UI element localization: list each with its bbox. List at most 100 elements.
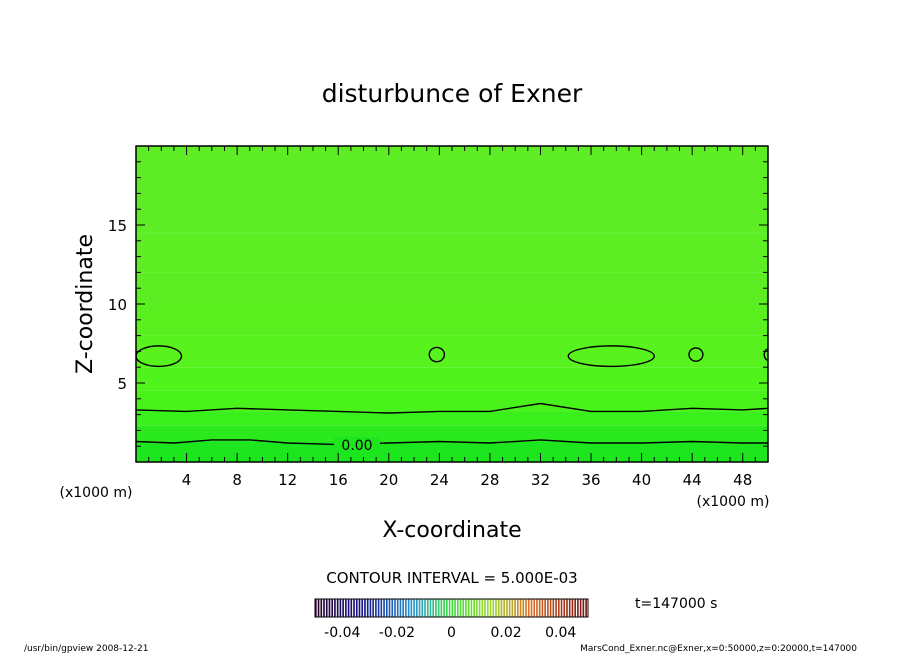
colorbar-cell [334, 599, 336, 617]
colorbar-cell [536, 599, 538, 617]
x-tick-label: 4 [182, 471, 192, 489]
colorbar-cell [511, 599, 514, 617]
colorbar-cell [385, 599, 388, 617]
colorbar-cell [336, 599, 339, 617]
colorbar-cell [353, 599, 355, 617]
colorbar-cell [432, 599, 435, 617]
colorbar-cell [443, 599, 445, 617]
colorbar-cell [380, 599, 383, 617]
y-tick-label: 10 [108, 296, 127, 314]
heatmap-band [136, 425, 768, 442]
colorbar-cell [323, 599, 325, 617]
colorbar-cell [517, 599, 519, 617]
colorbar-cell [325, 599, 328, 617]
heatmap-band [136, 304, 768, 336]
colorbar-cell [533, 599, 536, 617]
colorbar-cell [500, 599, 503, 617]
colorbar-cell [582, 599, 585, 617]
colorbar-cell [514, 599, 516, 617]
colorbar-cell [446, 599, 448, 617]
colorbar-cell [331, 599, 334, 617]
colorbar-cell [541, 599, 544, 617]
contour-line [136, 402, 768, 414]
colorbar-cell [571, 599, 574, 617]
colorbar-cell [560, 599, 563, 617]
contour-loop [428, 346, 446, 363]
colorbar-cell [426, 599, 429, 617]
colorbar-cell [407, 599, 410, 617]
contour-lines [136, 345, 768, 453]
colorbar-cell [440, 599, 443, 617]
heatmap-bands [136, 146, 768, 462]
contour-line [136, 439, 768, 446]
y-tick-label: 15 [108, 217, 127, 235]
colorbar-cell [525, 599, 527, 617]
colorbar-cell [350, 599, 353, 617]
colorbar-tick-label: 0.04 [545, 625, 576, 641]
colorbar-cell [552, 599, 555, 617]
colorbar-cell [530, 599, 533, 617]
heatmap-band [136, 232, 768, 273]
x-tick-label: 40 [632, 471, 651, 489]
x-tick-label: 12 [278, 471, 297, 489]
colorbar-cell [557, 599, 560, 617]
colorbar-cell [579, 599, 582, 617]
time-label: t=147000 s [635, 596, 717, 612]
footer-right: MarsCond_Exner.nc@Exner,x=0:50000,z=0:20… [580, 644, 857, 654]
contour-value-label: 0.00 [341, 438, 372, 454]
colorbar-cell [555, 599, 557, 617]
colorbar-cell [435, 599, 437, 617]
heatmap-band [136, 411, 768, 426]
contour-label-gap [334, 437, 380, 453]
colorbar-cell [424, 599, 426, 617]
x-axis-label: X-coordinate [382, 518, 521, 543]
colorbar-cell [355, 599, 358, 617]
colorbar-cell [339, 599, 342, 617]
colorbar-cell [481, 599, 484, 617]
colorbar-cell [470, 599, 473, 617]
colorbar-cell [568, 599, 571, 617]
colorbar-cell [347, 599, 350, 617]
y-tick-label: 5 [117, 375, 127, 393]
colorbar-tick-label: 0.02 [491, 625, 522, 641]
colorbar-cell [418, 599, 421, 617]
colorbar-cell [342, 599, 344, 617]
colorbar-cell [372, 599, 374, 617]
colorbar-cell [377, 599, 380, 617]
colorbar-cell [462, 599, 465, 617]
x-tick-label: 24 [430, 471, 449, 489]
colorbar-cell [361, 599, 364, 617]
x-tick-label: 36 [581, 471, 600, 489]
chart-title: disturbunce of Exner [322, 79, 583, 108]
contour-loop [567, 345, 655, 368]
x-unit-left: (x1000 m) [60, 485, 133, 501]
colorbar-cell [454, 599, 456, 617]
colorbar-cell [383, 599, 385, 617]
axis-ticks [136, 146, 768, 462]
x-tick-label: 28 [480, 471, 499, 489]
colorbar-cell [396, 599, 399, 617]
colorbar-cell [489, 599, 492, 617]
heatmap-band [136, 335, 768, 368]
colorbar-cell [402, 599, 404, 617]
colorbar-cell [538, 599, 541, 617]
contour-loop [688, 347, 704, 362]
colorbar-cell [467, 599, 470, 617]
colorbar-cell [486, 599, 489, 617]
x-tick-label: 44 [683, 471, 702, 489]
colorbar-cell [574, 599, 576, 617]
colorbar-cell [399, 599, 402, 617]
colorbar-cell [585, 599, 587, 617]
colorbar-cell [369, 599, 372, 617]
contour-loop [136, 345, 183, 368]
colorbar-cell [495, 599, 497, 617]
contour-interval: CONTOUR INTERVAL = 5.000E-03 [326, 569, 577, 587]
colorbar-cell [544, 599, 546, 617]
x-unit-right: (x1000 m) [697, 494, 770, 510]
colorbar-cell [577, 599, 579, 617]
footer-left: /usr/bin/gpview 2008-12-21 [24, 644, 148, 654]
x-tick-label: 8 [232, 471, 242, 489]
y-axis-label: Z-coordinate [73, 234, 98, 374]
colorbar-cell [506, 599, 508, 617]
